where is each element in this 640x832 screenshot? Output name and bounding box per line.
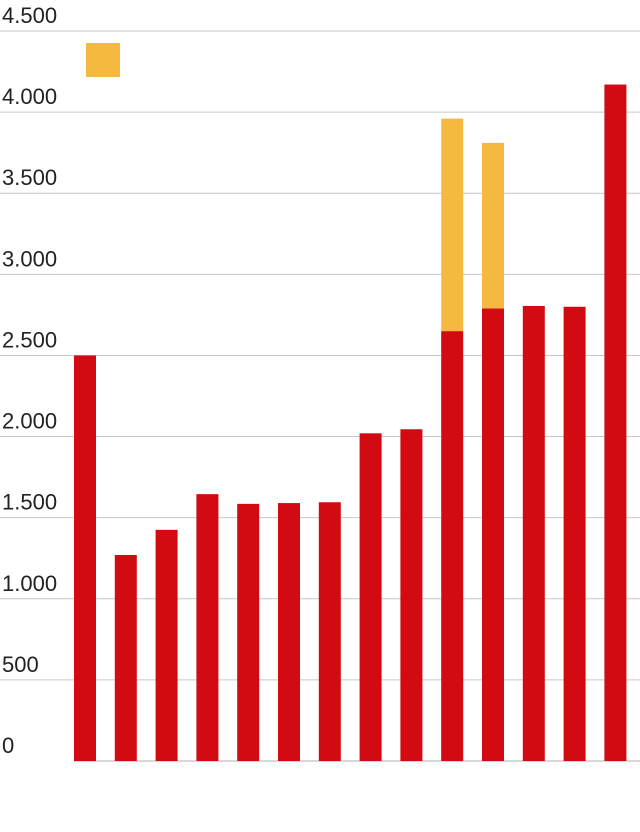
bar-segment-base (563, 306, 586, 761)
y-tick-label: 2.000 (2, 409, 57, 434)
y-tick-label: 3.500 (2, 165, 57, 190)
bar-segment-base (604, 84, 627, 762)
y-tick-label: 3.000 (2, 246, 57, 271)
legend (86, 43, 120, 77)
bar-segment-base (114, 554, 137, 761)
bar-segment-stacked (482, 142, 504, 309)
y-tick-label: 0 (2, 733, 14, 758)
gridlines (0, 30, 640, 762)
bars (74, 84, 627, 762)
y-tick-label: 1.000 (2, 571, 57, 596)
bar-segment-stacked (441, 118, 464, 332)
bar-segment-base (318, 502, 341, 761)
bar-segment-base (155, 529, 178, 761)
y-tick-label: 4.500 (2, 3, 57, 28)
bar-segment-base (522, 305, 545, 761)
y-tick-label: 2.500 (2, 327, 57, 352)
bar-segment-base (278, 503, 300, 761)
legend-swatch (86, 43, 120, 77)
bar-segment-base (441, 331, 464, 761)
y-axis-tick-labels: 0 500 1.000 1.500 2.000 2.500 3.000 3.500 4.000 4… (2, 3, 57, 758)
y-tick-label: 1.500 (2, 490, 57, 515)
bar-segment-base (400, 429, 423, 761)
y-tick-label: 500 (2, 652, 39, 677)
bar-segment-base (196, 494, 219, 761)
bar-segment-base (359, 433, 382, 761)
bar-segment-base (237, 503, 260, 761)
bar-segment-base (74, 355, 96, 761)
bar-segment-base (482, 308, 504, 761)
y-tick-label: 4.000 (2, 84, 57, 109)
